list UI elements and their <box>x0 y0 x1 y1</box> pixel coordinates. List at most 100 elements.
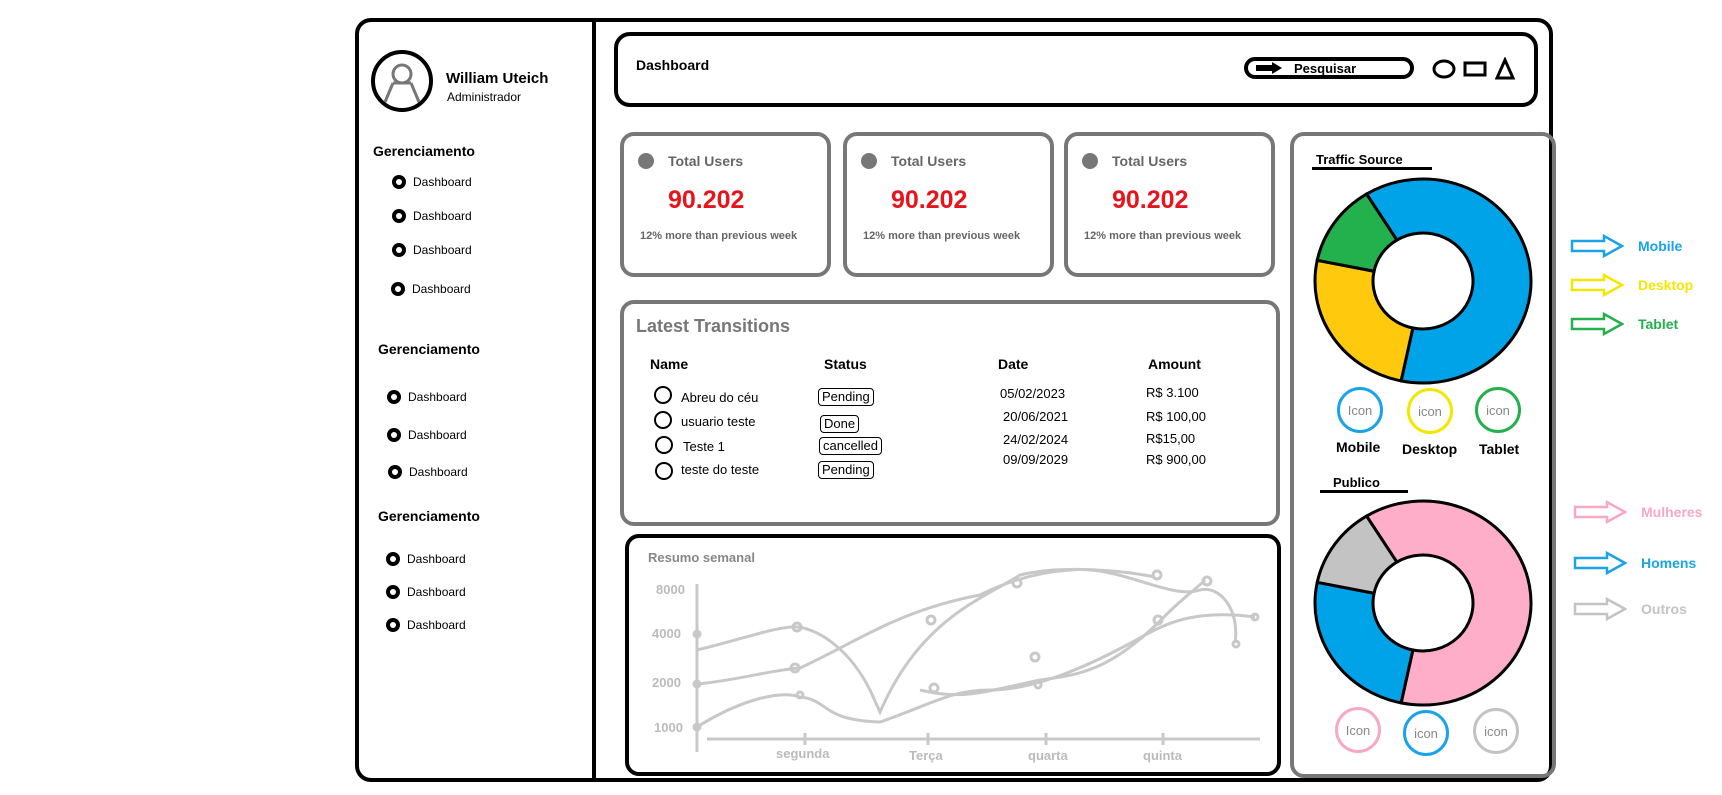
title-underline <box>1312 167 1432 170</box>
arrow-right-icon <box>1573 500 1627 524</box>
avatar[interactable] <box>371 50 433 112</box>
card-note: 12% more than previous week <box>1084 230 1242 242</box>
weekly-summary-panel <box>625 534 1281 776</box>
sidebar-item-label: Dashboard <box>413 175 472 189</box>
sidebar-item-dashboard[interactable]: Dashboard <box>392 243 472 257</box>
row-amount: R$ 100,00 <box>1146 409 1206 424</box>
legend-item: Homens <box>1573 551 1696 575</box>
user-role: Administrador <box>447 90 522 104</box>
bullet-icon <box>386 552 400 566</box>
traffic-donut-chart <box>1313 177 1533 385</box>
legend-label: Mobile <box>1638 238 1683 254</box>
bullet-icon <box>387 428 401 442</box>
device-label: Tablet <box>1479 441 1520 457</box>
row-date: 24/02/2024 <box>1003 432 1069 447</box>
sidebar-item-label: Dashboard <box>407 618 466 632</box>
x-tick-label: segunda <box>776 746 830 761</box>
sidebar-item-dashboard[interactable]: Dashboard <box>386 552 466 566</box>
row-name: teste do teste <box>681 462 760 477</box>
sidebar-item-dashboard[interactable]: Dashboard <box>387 390 467 404</box>
sidebar-item-dashboard[interactable]: Dashboard <box>392 209 472 223</box>
y-tick-label: 4000 <box>652 626 681 641</box>
sidebar-item-dashboard[interactable]: Dashboard <box>391 282 471 296</box>
row-date: 20/06/2021 <box>1003 409 1069 424</box>
transactions-title: Latest Transitions <box>636 316 791 336</box>
mobile-icon[interactable]: Icon <box>1337 387 1383 433</box>
transactions-panel <box>620 300 1280 526</box>
bullet-icon <box>388 465 402 479</box>
y-tick-label: 8000 <box>656 582 685 597</box>
title-underline <box>1320 490 1408 493</box>
traffic-title: Traffic Source <box>1316 152 1403 167</box>
stat-card: Total Users 90.202 12% more than previou… <box>620 132 831 277</box>
app-frame <box>355 18 1553 782</box>
column-header: Name <box>650 356 689 372</box>
donut-slice-tablet <box>1315 192 1399 274</box>
bullet-icon <box>392 175 406 189</box>
column-header: Date <box>998 356 1029 372</box>
women-icon[interactable]: Icon <box>1335 707 1381 753</box>
sidebar-item-dashboard[interactable]: Dashboard <box>386 585 466 599</box>
sidebar-item-label: Dashboard <box>413 243 472 257</box>
user-icon <box>654 386 672 404</box>
user-icon <box>655 436 673 454</box>
device-label: Desktop <box>1402 441 1458 457</box>
row-date: 09/09/2029 <box>1003 452 1069 467</box>
bullet-icon <box>391 282 405 296</box>
arrow-right-icon <box>1570 312 1624 336</box>
sidebar-item-dashboard[interactable]: Dashboard <box>388 465 468 479</box>
donut-slice-mulheres <box>1364 499 1533 707</box>
status-badge: Pending <box>818 461 874 479</box>
legend-item: Mulheres <box>1573 500 1702 524</box>
row-amount: R$ 3.100 <box>1146 385 1199 400</box>
y-tick-label: 1000 <box>654 720 683 735</box>
legend-item: Desktop <box>1570 273 1693 297</box>
sidebar-group-title: Gerenciamento <box>378 508 480 524</box>
series-line <box>696 568 1238 686</box>
row-date: 05/02/2023 <box>1000 386 1066 401</box>
weekly-title: Resumo semanal <box>648 550 755 565</box>
y-tick-label: 2000 <box>652 675 681 690</box>
user-name: William Uteich <box>446 70 549 87</box>
arrow-right-icon <box>1573 597 1627 621</box>
legend-label: Tablet <box>1638 316 1679 332</box>
row-name: Abreu do céu <box>681 390 759 405</box>
sidebar-item-dashboard[interactable]: Dashboard <box>387 428 467 442</box>
square-icon[interactable] <box>1463 60 1487 78</box>
search-button[interactable]: Pesquisar <box>1244 57 1414 79</box>
x-tick-label: Terça <box>909 748 943 763</box>
legend-item: Tablet <box>1570 312 1678 336</box>
tablet-icon[interactable]: icon <box>1475 387 1521 433</box>
sidebar-item-dashboard[interactable]: Dashboard <box>386 618 466 632</box>
legend-label: Homens <box>1641 555 1697 571</box>
card-note: 12% more than previous week <box>863 230 1021 242</box>
publico-donut-chart <box>1313 499 1533 707</box>
arrow-right-icon <box>1570 273 1624 297</box>
men-icon[interactable]: icon <box>1403 710 1449 756</box>
column-header: Status <box>824 356 867 372</box>
sidebar-group-title: Gerenciamento <box>378 341 480 357</box>
user-icon <box>654 411 672 429</box>
x-tick-label: quinta <box>1143 748 1182 763</box>
others-icon[interactable]: icon <box>1473 708 1519 754</box>
card-label: Total Users <box>668 153 744 169</box>
status-dot-icon <box>1082 153 1098 169</box>
row-name: Teste 1 <box>683 439 725 454</box>
legend-label: Desktop <box>1638 277 1694 293</box>
triangle-icon[interactable] <box>1494 57 1516 81</box>
sidebar-item-label: Dashboard <box>407 585 466 599</box>
status-dot-icon <box>861 153 877 169</box>
donut-slice-outros <box>1315 514 1399 596</box>
x-tick-label: quarta <box>1028 748 1068 763</box>
bullet-icon <box>392 209 406 223</box>
desktop-icon[interactable]: icon <box>1407 388 1453 434</box>
circle-icon[interactable] <box>1432 58 1456 80</box>
stat-card: Total Users 90.202 12% more than previou… <box>1064 132 1275 277</box>
sidebar-item-dashboard[interactable]: Dashboard <box>392 175 472 189</box>
legend-item: Outros <box>1573 597 1687 621</box>
sidebar-item-label: Dashboard <box>413 209 472 223</box>
user-icon <box>383 63 421 103</box>
card-label: Total Users <box>1112 153 1188 169</box>
sidebar-item-label: Dashboard <box>407 552 466 566</box>
